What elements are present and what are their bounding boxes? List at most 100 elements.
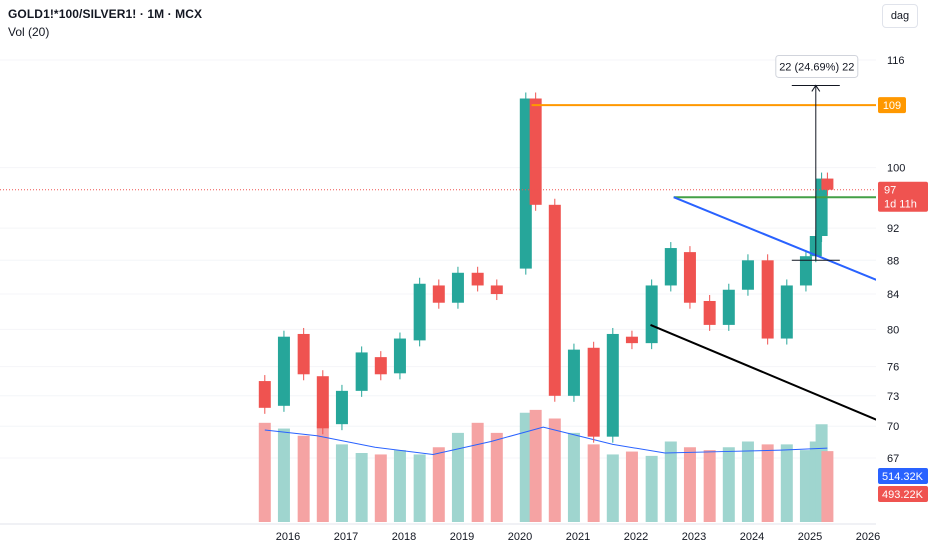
candle bbox=[567, 349, 580, 396]
candle bbox=[645, 285, 658, 344]
volume-bar bbox=[722, 447, 735, 522]
volume-bar bbox=[567, 432, 580, 522]
volume-ma-value: 514.32K bbox=[882, 471, 924, 483]
candle bbox=[519, 98, 532, 269]
volume-bar bbox=[413, 454, 426, 522]
volume-bar bbox=[316, 421, 329, 522]
volume-bar bbox=[683, 447, 696, 522]
candle bbox=[587, 347, 600, 437]
candle bbox=[413, 283, 426, 341]
candle bbox=[529, 98, 542, 205]
volume-bar bbox=[451, 432, 464, 522]
volume-ma-line bbox=[264, 426, 828, 455]
volume-bar bbox=[471, 422, 484, 522]
candle bbox=[335, 390, 348, 425]
volume-bar bbox=[606, 454, 619, 522]
measure-label-box bbox=[775, 54, 859, 78]
price-tick-label: 100 bbox=[887, 163, 905, 175]
candle bbox=[490, 285, 503, 295]
candle bbox=[815, 178, 828, 237]
candle bbox=[548, 204, 561, 396]
time-tick-label: 2016 bbox=[276, 531, 300, 543]
volume-bar bbox=[587, 444, 600, 522]
interval-button[interactable]: dag bbox=[882, 4, 918, 28]
time-tick-label: 2024 bbox=[740, 531, 764, 543]
time-tick-label: 2020 bbox=[508, 531, 532, 543]
volume-bar bbox=[432, 447, 445, 522]
volume-bar bbox=[625, 451, 638, 522]
volume-bar bbox=[529, 409, 542, 522]
volume-bar bbox=[780, 444, 793, 522]
price-tick-label: 88 bbox=[887, 255, 899, 267]
candle bbox=[374, 357, 387, 375]
candle bbox=[722, 289, 735, 325]
price-tick-label: 70 bbox=[887, 421, 899, 433]
time-tick-label: 2023 bbox=[682, 531, 706, 543]
volume-indicator-label[interactable]: Vol (20) bbox=[8, 25, 50, 39]
bar-countdown: 1d 11h bbox=[884, 199, 917, 211]
price-label-text: 109 bbox=[883, 100, 901, 112]
time-tick-label: 2022 bbox=[624, 531, 648, 543]
volume-bar bbox=[799, 450, 812, 522]
black-trendline[interactable] bbox=[650, 323, 880, 423]
volume-bar bbox=[519, 412, 532, 522]
candle bbox=[799, 256, 812, 286]
candle bbox=[625, 336, 638, 344]
price-axis-panel[interactable] bbox=[876, 0, 932, 550]
volume-bar bbox=[374, 454, 387, 522]
volume-bar bbox=[297, 435, 310, 522]
time-tick-label: 2017 bbox=[334, 531, 358, 543]
price-tick-label: 80 bbox=[887, 324, 899, 336]
candle bbox=[297, 333, 310, 375]
candle bbox=[821, 178, 834, 190]
blue-trendline[interactable] bbox=[673, 196, 880, 283]
volume-bar bbox=[703, 450, 716, 522]
candle bbox=[664, 248, 677, 286]
volume-bar bbox=[277, 428, 290, 522]
candle bbox=[432, 285, 445, 303]
candle bbox=[606, 333, 619, 437]
candle bbox=[393, 338, 406, 374]
volume-bar bbox=[741, 441, 754, 522]
price-tick-label: 92 bbox=[887, 223, 899, 235]
volume-bar bbox=[355, 453, 368, 522]
time-tick-label: 2026 bbox=[856, 531, 880, 543]
volume-bar bbox=[258, 422, 271, 522]
candle bbox=[277, 336, 290, 406]
candle bbox=[780, 285, 793, 339]
candle bbox=[451, 272, 464, 303]
price-tick-label: 84 bbox=[887, 289, 899, 301]
price-tick-label: 116 bbox=[887, 55, 905, 67]
candle bbox=[355, 352, 368, 391]
volume-bar bbox=[664, 441, 677, 522]
volume-bar bbox=[335, 444, 348, 522]
price-tick-label: 76 bbox=[887, 362, 899, 374]
time-tick-label: 2018 bbox=[392, 531, 416, 543]
last-price-badge bbox=[878, 181, 928, 212]
candle bbox=[316, 376, 329, 429]
candle bbox=[761, 260, 774, 339]
volume-bar bbox=[548, 418, 561, 522]
time-tick-label: 2025 bbox=[798, 531, 822, 543]
candle bbox=[471, 272, 484, 286]
volume-current-badge bbox=[878, 486, 928, 502]
price-tick-label: 67 bbox=[887, 453, 899, 465]
candle bbox=[741, 260, 754, 290]
candle bbox=[258, 381, 271, 408]
volume-bar bbox=[490, 432, 503, 522]
candle bbox=[703, 300, 716, 325]
price-label-badge bbox=[878, 97, 906, 114]
candle bbox=[683, 252, 696, 303]
time-tick-label: 2021 bbox=[566, 531, 590, 543]
symbol-title: GOLD1!*100/SILVER1! · 1M · MCX bbox=[8, 7, 203, 21]
volume-current-value: 493.22K bbox=[882, 489, 924, 501]
last-price-value: 97 bbox=[884, 185, 896, 197]
volume-bar bbox=[393, 450, 406, 522]
volume-bar bbox=[821, 451, 834, 522]
price-tick-label: 73 bbox=[887, 391, 899, 403]
volume-bar bbox=[761, 444, 774, 522]
measure-label-text: 22 (24.69%) 22 bbox=[779, 61, 854, 73]
volume-ma-badge bbox=[878, 468, 928, 484]
volume-bar bbox=[645, 455, 658, 522]
